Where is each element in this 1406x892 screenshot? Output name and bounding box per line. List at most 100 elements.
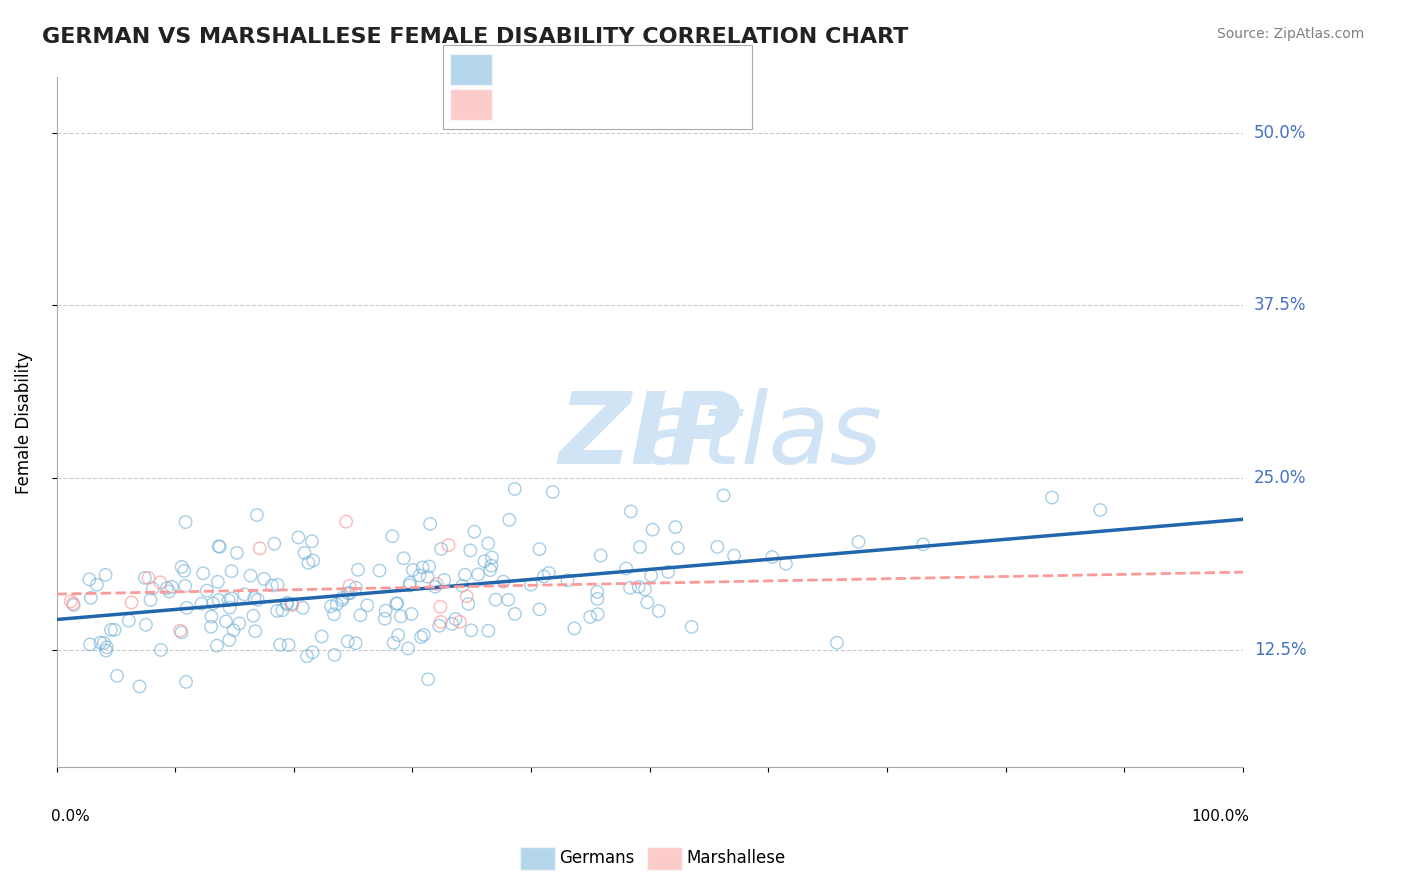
Point: [429, 615, 451, 629]
Point: [392, 551, 415, 566]
Point: [481, 558, 503, 573]
Text: 50.0%: 50.0%: [1254, 124, 1306, 142]
Point: [297, 556, 319, 570]
Point: [128, 680, 150, 694]
Point: [96, 640, 118, 655]
Point: [266, 604, 288, 618]
Point: [681, 620, 703, 634]
Point: [457, 597, 479, 611]
Point: [269, 638, 291, 652]
Point: [190, 597, 212, 611]
Point: [215, 615, 238, 629]
Point: [218, 600, 240, 615]
Point: [848, 535, 870, 549]
Point: [374, 604, 396, 618]
Point: [336, 634, 359, 648]
Point: [429, 599, 451, 614]
Text: R = -0.192   N =  16: R = -0.192 N = 16: [496, 94, 696, 112]
Point: [636, 595, 658, 609]
Point: [706, 540, 728, 554]
Point: [62, 598, 84, 612]
Text: atlas: atlas: [418, 388, 882, 484]
Point: [503, 482, 526, 496]
Point: [149, 575, 172, 590]
Point: [408, 568, 430, 582]
Point: [169, 624, 191, 638]
Point: [245, 624, 267, 639]
Point: [713, 488, 735, 502]
Point: [221, 564, 243, 578]
Point: [104, 623, 127, 637]
Point: [201, 596, 224, 610]
Text: Germans: Germans: [560, 849, 636, 867]
Point: [291, 600, 314, 615]
Point: [385, 597, 408, 611]
Point: [723, 549, 745, 563]
Point: [537, 566, 560, 580]
Point: [301, 645, 323, 659]
Point: [627, 580, 650, 594]
Point: [382, 636, 405, 650]
Point: [302, 553, 325, 567]
Point: [409, 630, 432, 644]
Point: [477, 536, 499, 550]
Point: [463, 524, 485, 539]
Point: [337, 586, 360, 600]
Point: [481, 550, 503, 565]
Point: [440, 616, 463, 631]
Point: [222, 624, 245, 638]
Y-axis label: Female Disability: Female Disability: [15, 351, 32, 493]
Point: [118, 614, 141, 628]
Point: [541, 484, 564, 499]
Point: [912, 537, 935, 551]
Point: [564, 621, 586, 635]
Point: [648, 604, 671, 618]
Point: [100, 623, 122, 637]
Point: [533, 569, 555, 583]
Point: [619, 581, 641, 595]
Point: [381, 529, 404, 543]
Point: [419, 516, 441, 531]
Point: [86, 578, 108, 592]
Point: [374, 612, 396, 626]
Point: [79, 637, 101, 651]
Point: [260, 578, 283, 592]
Point: [195, 583, 218, 598]
Point: [176, 600, 198, 615]
Point: [323, 648, 346, 662]
Point: [586, 607, 609, 622]
Point: [586, 585, 609, 599]
Point: [173, 564, 195, 578]
Point: [105, 669, 128, 683]
Point: [586, 591, 609, 606]
Text: GERMAN VS MARSHALLESE FEMALE DISABILITY CORRELATION CHART: GERMAN VS MARSHALLESE FEMALE DISABILITY …: [42, 27, 908, 46]
Point: [139, 593, 162, 607]
Point: [460, 543, 482, 558]
Point: [418, 559, 440, 574]
Point: [266, 578, 288, 592]
Point: [614, 561, 637, 575]
Point: [1090, 503, 1112, 517]
Point: [640, 568, 662, 582]
Point: [339, 579, 361, 593]
Point: [485, 592, 508, 607]
Point: [579, 610, 602, 624]
Point: [94, 567, 117, 582]
Point: [149, 643, 172, 657]
Point: [295, 649, 318, 664]
Point: [246, 508, 269, 522]
Point: [174, 515, 197, 529]
Point: [263, 536, 285, 550]
Point: [356, 599, 378, 613]
Point: [323, 607, 346, 622]
Point: [416, 569, 439, 583]
Point: [121, 595, 143, 609]
Point: [242, 608, 264, 623]
Point: [246, 592, 269, 607]
Text: 12.5%: 12.5%: [1254, 641, 1306, 659]
Point: [664, 520, 686, 534]
Point: [529, 602, 551, 616]
Text: ZIP: ZIP: [558, 388, 741, 484]
Point: [281, 598, 304, 612]
Point: [496, 592, 519, 607]
